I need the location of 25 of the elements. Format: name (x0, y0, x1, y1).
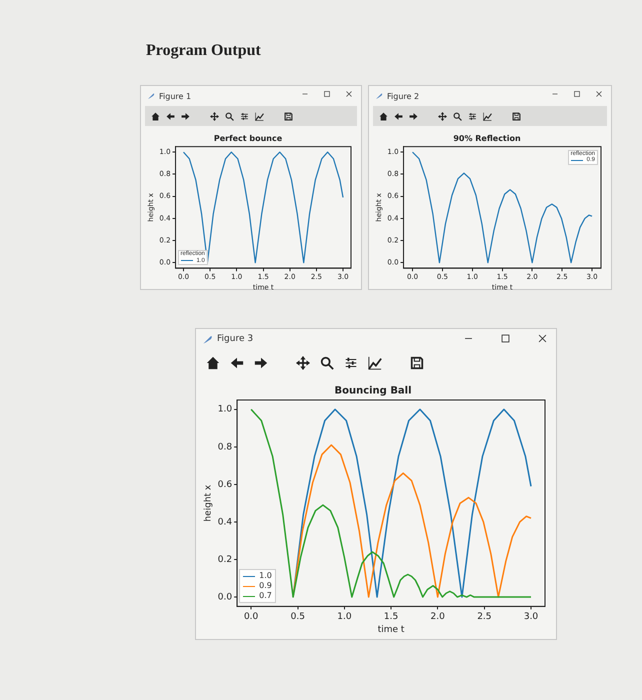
chart-title: Bouncing Ball (334, 386, 412, 397)
x-tick-label: 0.0 (244, 612, 259, 622)
y-tick-label: 0.2 (218, 554, 232, 565)
caption: Figure 3 (217, 334, 254, 344)
chart-title: Perfect bounce (214, 134, 283, 143)
y-tick-label: 0.6 (218, 480, 232, 490)
y-axis-title: height x (204, 484, 214, 522)
x-tick-label: 3.0 (524, 612, 538, 622)
y-tick-label: 0.0 (218, 592, 232, 602)
text: Program Output (146, 42, 261, 60)
legend-label: 1.0 (259, 571, 272, 582)
x-axis-title: time t (378, 624, 405, 635)
x-tick-label: 0.5 (290, 612, 305, 622)
x-tick-label: 2.0 (430, 612, 446, 622)
legend-label: 0.9 (259, 581, 272, 592)
y-tick-label: 0.8 (218, 442, 232, 452)
x-tick-label: 2.5 (477, 612, 492, 622)
legend-label: 0.7 (259, 591, 272, 602)
y-tick-label: 1.0 (218, 404, 232, 415)
y-tick-label: 0.4 (218, 517, 232, 528)
caption: Figure 2 (387, 92, 420, 100)
x-tick-label: 1.0 (337, 612, 352, 622)
x-tick-label: 1.5 (384, 612, 398, 622)
caption: Figure 1 (159, 92, 192, 100)
chart-title: 90% Reflection (453, 134, 521, 143)
